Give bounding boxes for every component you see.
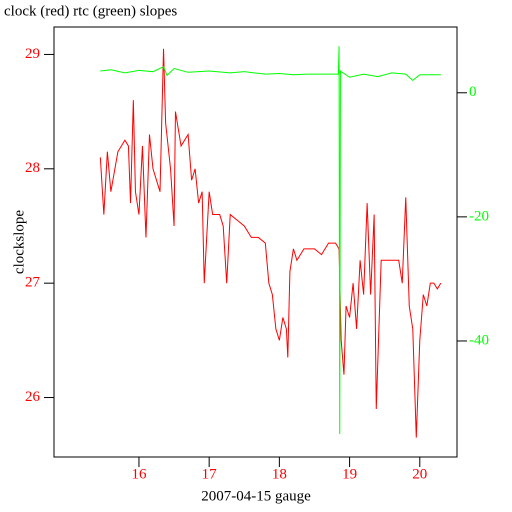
- y-tick-label: 28: [25, 160, 40, 176]
- x-axis-label: 2007-04-15 gauge: [201, 488, 311, 504]
- chart-title: clock (red) rtc (green) slopes: [4, 3, 177, 19]
- x-tick-label: 20: [412, 466, 427, 482]
- x-tick-label: 17: [202, 466, 218, 482]
- y-tick-label: 26: [25, 389, 41, 405]
- x-tick-label: 16: [131, 466, 147, 482]
- y2-tick-label: -40: [469, 332, 489, 348]
- y-tick-label: 29: [25, 46, 40, 62]
- x-tick-label: 18: [272, 466, 287, 482]
- x-tick-label: 19: [342, 466, 357, 482]
- data-line: [99, 48, 442, 438]
- data-line: [100, 46, 441, 435]
- plot-frame: [53, 26, 458, 458]
- y-tick-label: 27: [25, 275, 41, 291]
- y2-tick-label: -20: [469, 208, 489, 224]
- y2-tick-label: 0: [469, 84, 477, 100]
- y-axis-label: clockslope: [11, 210, 27, 274]
